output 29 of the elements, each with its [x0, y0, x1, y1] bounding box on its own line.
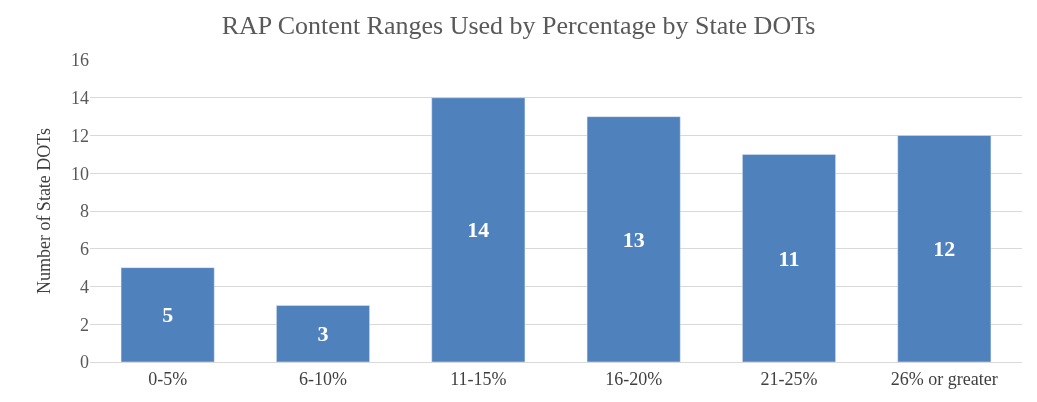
- bar: [276, 305, 370, 362]
- y-axis-title: Number of State DOTs: [34, 127, 55, 295]
- x-tick-label: 21-25%: [760, 368, 818, 389]
- y-tick-label: 10: [71, 163, 89, 184]
- bar: [897, 135, 992, 362]
- data-label: 13: [622, 226, 645, 252]
- bar: [120, 267, 215, 362]
- x-tick-label: 0-5%: [148, 368, 188, 389]
- y-tick-label: 4: [80, 276, 89, 297]
- x-tick-label: 6-10%: [299, 368, 347, 389]
- data-label: 5: [162, 302, 174, 328]
- bar: [742, 154, 836, 362]
- data-label: 12: [933, 236, 956, 262]
- y-tick-label: 16: [71, 50, 89, 71]
- bar: [586, 116, 681, 362]
- x-tick-label: 26% or greater: [890, 368, 998, 389]
- y-tick-label: 2: [80, 314, 89, 335]
- y-tick-label: 14: [71, 88, 89, 109]
- data-label: 14: [467, 217, 490, 243]
- chart-title: RAP Content Ranges Used by Percentage by State DOTs: [221, 11, 816, 41]
- y-tick-label: 12: [71, 125, 89, 146]
- data-label: 11: [778, 245, 800, 271]
- x-tick-label: 16-20%: [605, 368, 663, 389]
- data-label: 3: [317, 321, 329, 347]
- x-tick-label: 11-15%: [450, 368, 507, 389]
- y-tick-label: 0: [80, 352, 89, 373]
- y-tick-label: 6: [80, 239, 89, 260]
- y-tick-label: 8: [80, 201, 89, 222]
- bar: [431, 97, 526, 362]
